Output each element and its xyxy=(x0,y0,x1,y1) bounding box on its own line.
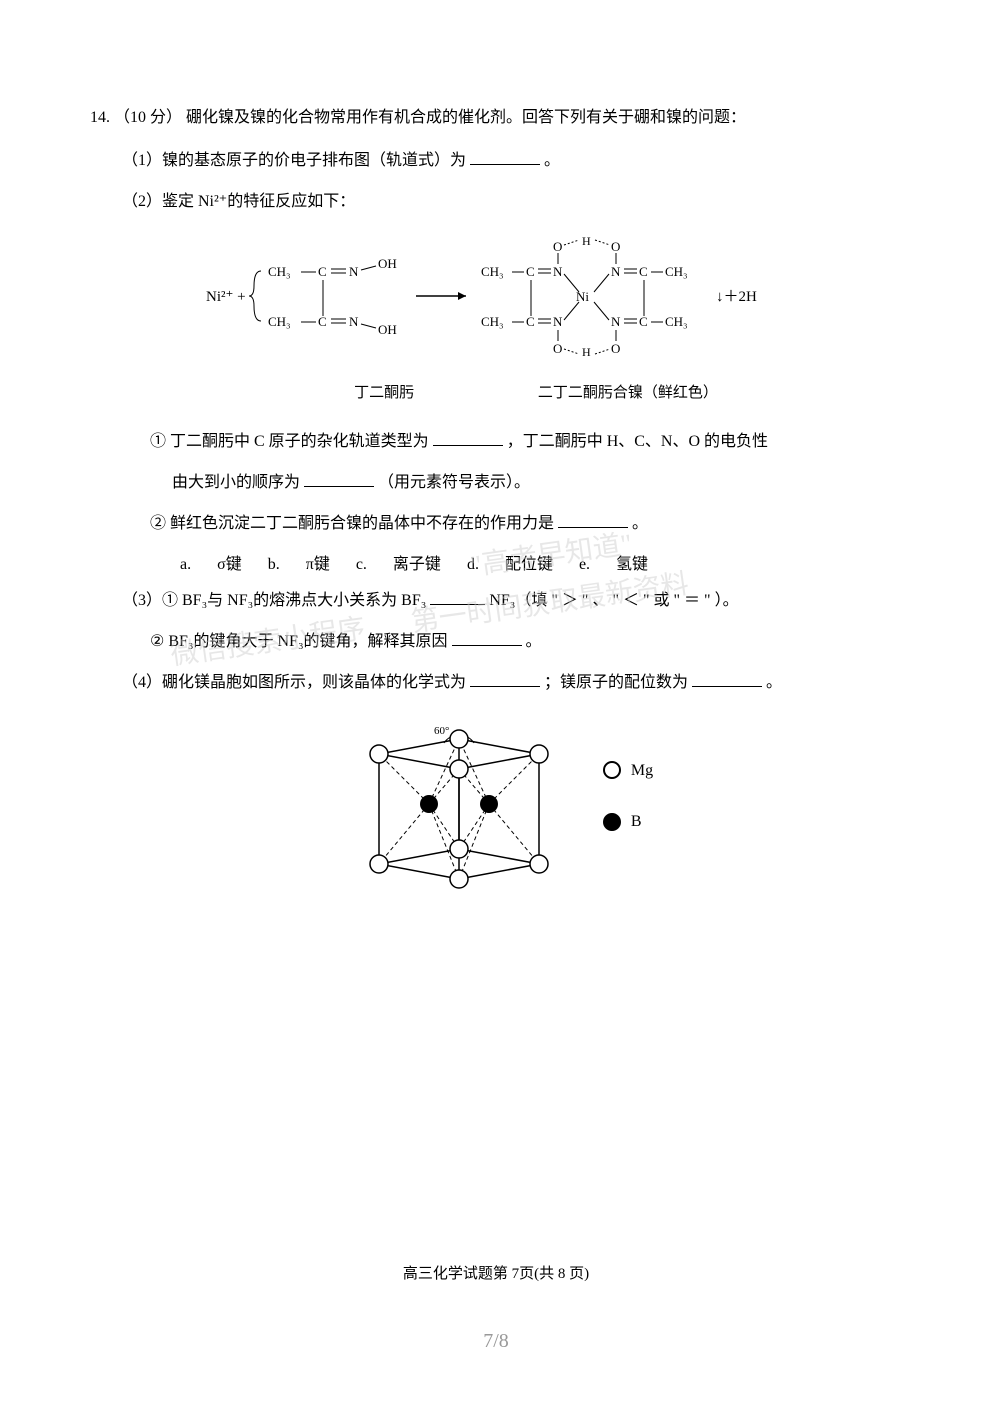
reaction-diagram: Ni²⁺ + CH₃ C N OH CH₃ C N OH xyxy=(90,236,902,369)
blank-fill xyxy=(470,671,540,687)
q3-1a: （3）① BF₃与 NF₃的熔沸点大小关系为 BF₃ xyxy=(122,592,426,609)
q3-2: ② BF₃的键角大于 NF₃的键角，解释其原因 xyxy=(150,633,448,650)
svg-text:O: O xyxy=(553,341,562,356)
sub-question-2-1-cont: 由大到小的顺序为 （用元素符号表示）。 xyxy=(90,465,902,500)
svg-text:CH₃: CH₃ xyxy=(665,314,688,329)
exam-page: 14. （10 分） 硼化镍及镍的化合物常用作有机合成的催化剂。回答下列有关于硼… xyxy=(0,0,992,894)
blank-fill xyxy=(452,630,522,646)
q4c: 。 xyxy=(766,674,782,691)
q2-head: （2）鉴定 Ni²⁺的特征反应如下： xyxy=(122,193,355,210)
blank-fill xyxy=(470,149,540,165)
sub-question-2-head: （2）鉴定 Ni²⁺的特征反应如下： xyxy=(90,184,902,219)
blank-fill xyxy=(558,512,628,528)
filled-circle-icon xyxy=(603,813,621,831)
legend-b: B xyxy=(603,804,653,839)
svg-text:C: C xyxy=(318,264,327,279)
svg-text:CH₃: CH₃ xyxy=(268,314,291,329)
svg-text:60°: 60° xyxy=(434,725,449,737)
svg-text:N: N xyxy=(611,264,621,279)
sub-question-2-2: ② 鲜红色沉淀二丁二酮肟合镍的晶体中不存在的作用力是 。 xyxy=(90,506,902,541)
sub-question-1: （1）镍的基态原子的价电子排布图（轨道式）为 。 xyxy=(90,143,902,178)
svg-text:CH₃: CH₃ xyxy=(481,314,504,329)
options-row: a. σ键 b. π键 c. 离子键 d. 配位键 e. 氢键 "高考早知道" xyxy=(90,547,902,582)
sub-question-4: （4）硼化镁晶胞如图所示，则该晶体的化学式为 ；镁原子的配位数为 。 xyxy=(90,665,902,700)
svg-text:OH: OH xyxy=(378,256,397,271)
question-header: 14. （10 分） 硼化镍及镍的化合物常用作有机合成的催化剂。回答下列有关于硼… xyxy=(90,100,902,135)
svg-text:C: C xyxy=(639,314,648,329)
ion-label: Ni²⁺ + xyxy=(206,289,246,305)
svg-text:N: N xyxy=(553,314,563,329)
page-indicator: 7/8 xyxy=(0,1330,992,1353)
legend-b-label: B xyxy=(631,804,642,839)
svg-text:H: H xyxy=(582,236,591,248)
q3-1b: NF₃（填 " ＞ " 、 " ＜ " 或 " ＝ " ）。 xyxy=(489,592,738,609)
option-e: e. 氢键 xyxy=(579,556,648,573)
option-b: b. π键 xyxy=(268,556,330,573)
question-number: 14. xyxy=(90,109,110,126)
svg-text:C: C xyxy=(318,314,327,329)
svg-text:C: C xyxy=(526,314,535,329)
svg-text:Ni: Ni xyxy=(576,289,589,304)
blank-fill xyxy=(692,671,762,687)
svg-text:O: O xyxy=(553,239,562,254)
open-circle-icon xyxy=(603,761,621,779)
label-lhs: 丁二酮肟 xyxy=(304,377,464,410)
sub-question-3-2: ② BF₃的键角大于 NF₃的键角，解释其原因 。 微信搜索小程序 xyxy=(90,624,902,659)
svg-text:C: C xyxy=(639,264,648,279)
svg-text:H: H xyxy=(582,345,591,356)
q4b: ；镁原子的配位数为 xyxy=(544,674,688,691)
svg-text:N: N xyxy=(553,264,563,279)
q2-1d: （用元素符号表示）。 xyxy=(378,474,530,491)
q2-1b: ，丁二酮肟中 H、C、N、O 的电负性 xyxy=(507,433,768,450)
legend-mg: Mg xyxy=(603,753,653,788)
option-c: c. 离子键 xyxy=(356,556,441,573)
blank-fill xyxy=(304,471,374,487)
option-a: a. σ键 xyxy=(180,556,242,573)
svg-text:O: O xyxy=(611,239,620,254)
question-intro: 硼化镍及镍的化合物常用作有机合成的催化剂。回答下列有关于硼和镍的问题： xyxy=(186,109,746,126)
q1-end: 。 xyxy=(544,152,560,169)
page-footer: 高三化学试题第 7页(共 8 页) xyxy=(0,1262,992,1283)
svg-text:O: O xyxy=(611,341,620,356)
label-rhs: 二丁二酮肟合镍（鲜红色） xyxy=(508,377,748,410)
svg-text:CH₃: CH₃ xyxy=(665,264,688,279)
crystal-legend: Mg B xyxy=(603,753,653,855)
legend-mg-label: Mg xyxy=(631,753,653,788)
svg-text:N: N xyxy=(349,264,359,279)
sub-question-2-1: ① 丁二酮肟中 C 原子的杂化轨道类型为 ，丁二酮肟中 H、C、N、O 的电负性 xyxy=(90,424,902,459)
q2-2: ② 鲜红色沉淀二丁二酮肟合镍的晶体中不存在的作用力是 xyxy=(150,515,554,532)
blank-fill xyxy=(433,430,503,446)
svg-text:N: N xyxy=(611,314,621,329)
svg-text:C: C xyxy=(526,264,535,279)
q1-text: （1）镍的基态原子的价电子排布图（轨道式）为 xyxy=(122,152,466,169)
svg-text:CH₃: CH₃ xyxy=(481,264,504,279)
q2-1c: 由大到小的顺序为 xyxy=(172,474,300,491)
svg-text:↓＋2H: ↓＋2H xyxy=(716,289,757,305)
question-points: （10 分） xyxy=(114,109,182,126)
svg-text:OH: OH xyxy=(378,322,397,337)
q2-1a: ① 丁二酮肟中 C 原子的杂化轨道类型为 xyxy=(150,433,429,450)
q2-2-end: 。 xyxy=(632,515,648,532)
reaction-labels: 丁二酮肟 二丁二酮肟合镍（鲜红色） xyxy=(90,377,902,410)
option-d: d. 配位键 xyxy=(467,556,553,573)
q4a: （4）硼化镁晶胞如图所示，则该晶体的化学式为 xyxy=(122,674,466,691)
q3-2-end: 。 xyxy=(526,633,542,650)
crystal-diagram: 60° xyxy=(90,714,902,894)
blank-fill xyxy=(430,589,485,605)
svg-text:N: N xyxy=(349,314,359,329)
sub-question-3-1: （3）① BF₃与 NF₃的熔沸点大小关系为 BF₃ NF₃（填 " ＞ " 、… xyxy=(90,583,902,618)
svg-text:CH₃: CH₃ xyxy=(268,264,291,279)
